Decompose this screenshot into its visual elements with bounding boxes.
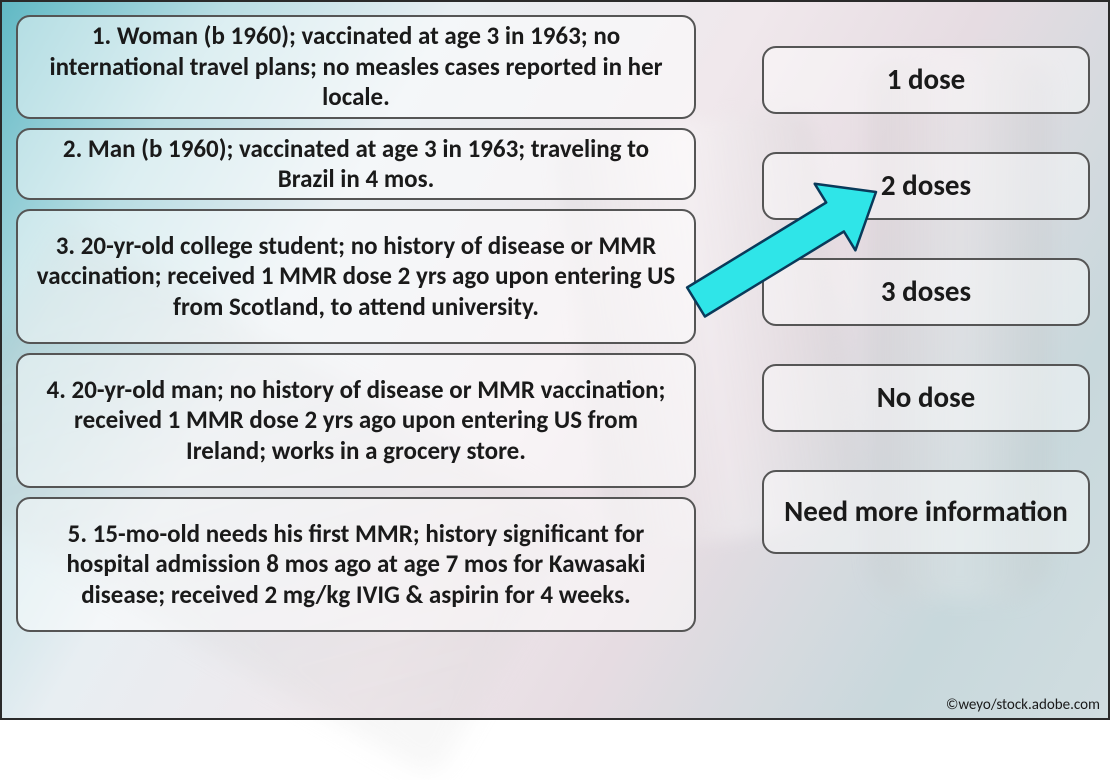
answer-card-2doses[interactable]: 2 doses: [762, 152, 1090, 220]
answer-card-1dose[interactable]: 1 dose: [762, 46, 1090, 114]
answers-column: 1 dose 2 doses 3 doses No dose Need more…: [762, 46, 1090, 554]
scenario-card-1: 1. Woman (b 1960); vaccinated at age 3 i…: [16, 15, 696, 119]
scenarios-column: 1. Woman (b 1960); vaccinated at age 3 i…: [16, 15, 696, 632]
scenario-card-5: 5. 15-mo-old needs his first MMR; histor…: [16, 497, 696, 632]
image-credit: ©weyo/stock.adobe.com: [946, 696, 1100, 714]
scenario-card-2: 2. Man (b 1960); vaccinated at age 3 in …: [16, 128, 696, 200]
scenario-card-3: 3. 20-yr-old college student; no history…: [16, 209, 696, 344]
scenario-card-4: 4. 20-yr-old man; no history of disease …: [16, 353, 696, 488]
answer-card-3doses[interactable]: 3 doses: [762, 258, 1090, 326]
answer-card-moreinfo[interactable]: Need more information: [762, 470, 1090, 554]
content-layer: 1. Woman (b 1960); vaccinated at age 3 i…: [0, 0, 1110, 720]
answer-card-nodose[interactable]: No dose: [762, 364, 1090, 432]
